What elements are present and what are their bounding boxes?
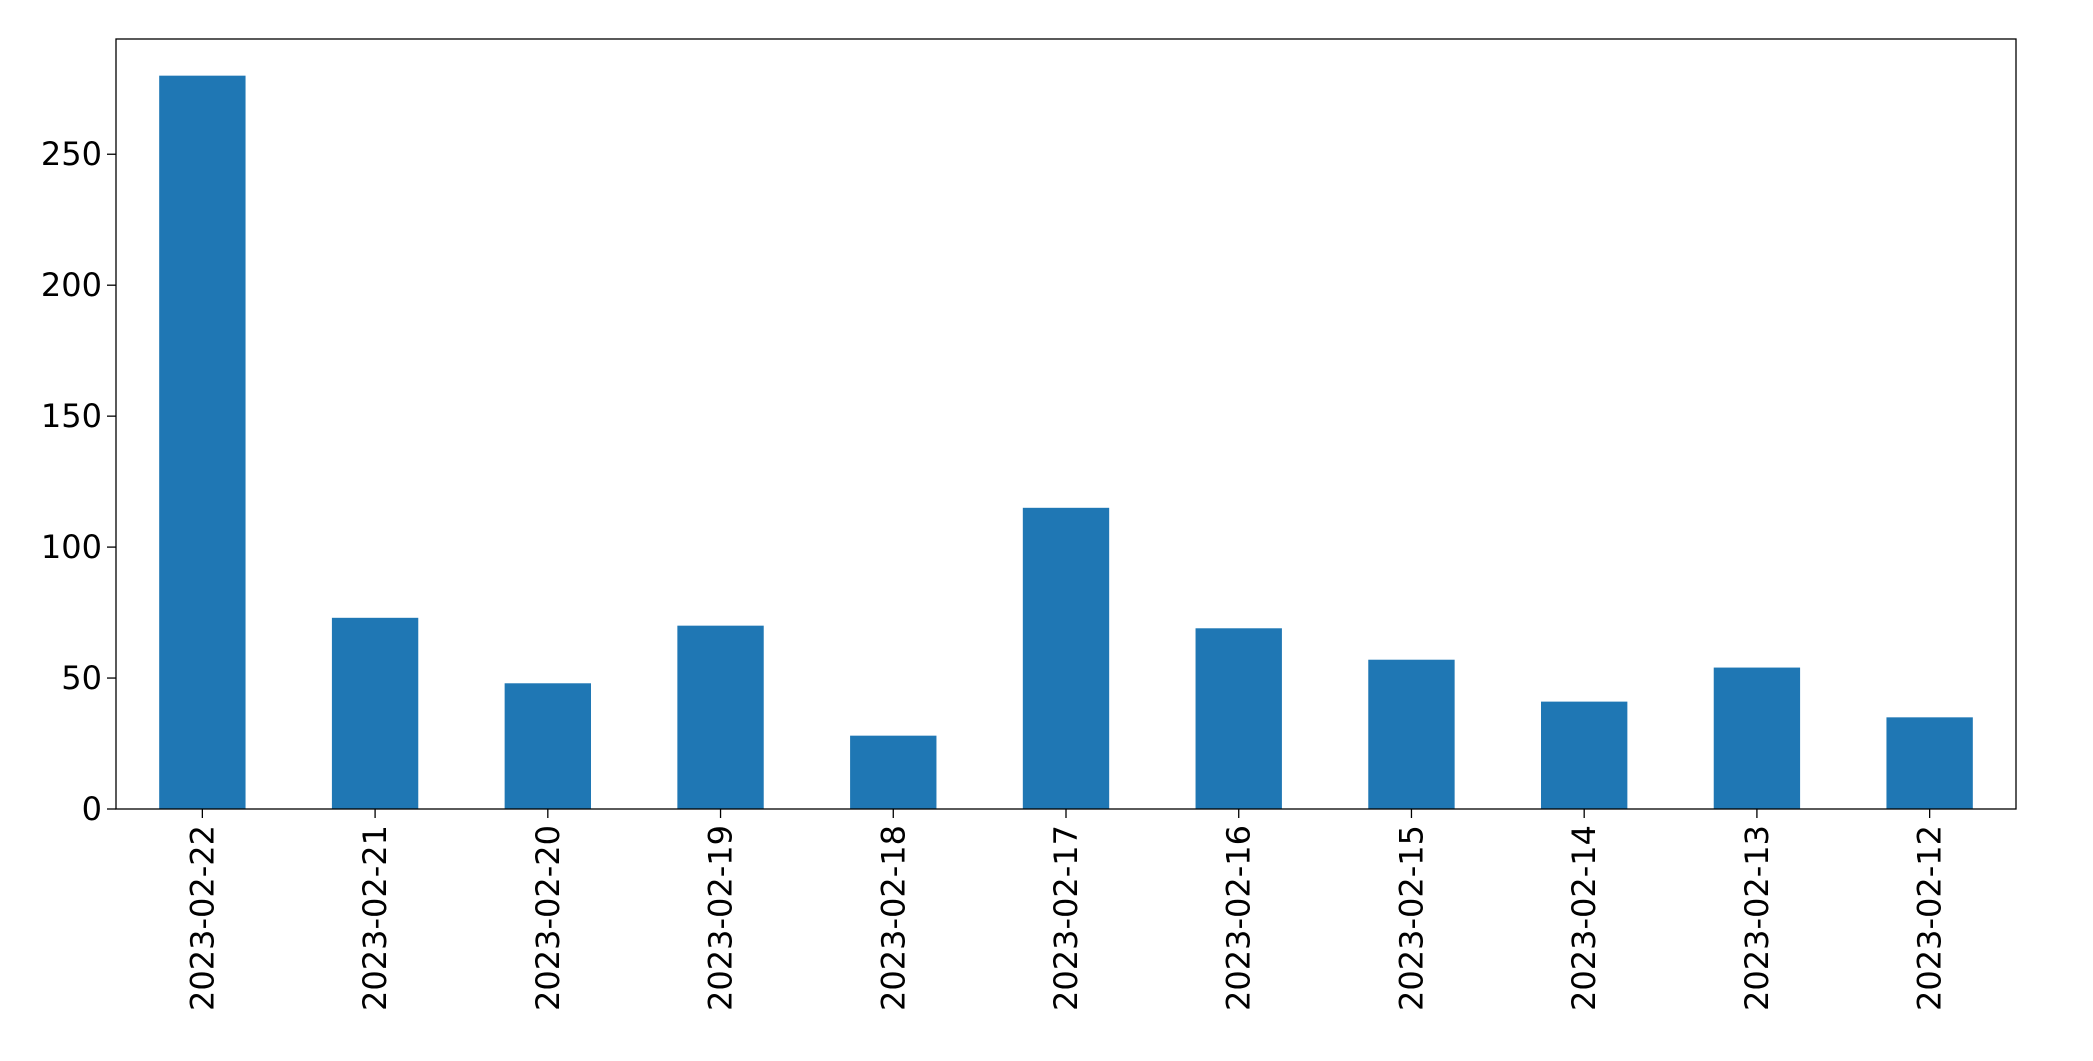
x-tick-label: 2023-02-15 [1392, 825, 1430, 1011]
plot-frame [115, 38, 2017, 810]
bar [1022, 507, 1110, 809]
y-tick-label: 0 [82, 790, 102, 828]
bar [850, 735, 937, 809]
x-tick-label: 2023-02-12 [1911, 825, 1949, 1011]
y-tick-label: 100 [41, 528, 102, 566]
x-tick-label: 2023-02-21 [356, 825, 394, 1011]
x-tick-label: 2023-02-16 [1220, 825, 1258, 1011]
bar [1368, 659, 1455, 809]
x-tick-label: 2023-02-20 [529, 825, 567, 1011]
y-tick-label: 150 [41, 397, 102, 435]
bar [1195, 628, 1282, 809]
x-tick-label: 2023-02-14 [1565, 825, 1603, 1011]
bar [677, 625, 764, 809]
bar [159, 75, 246, 809]
bar [331, 617, 419, 809]
x-tick-label: 2023-02-17 [1047, 825, 1085, 1011]
x-tick-label: 2023-02-13 [1738, 825, 1776, 1011]
x-tick-label: 2023-02-18 [874, 825, 912, 1011]
y-tick-label: 50 [61, 659, 102, 697]
y-tick-label: 200 [41, 266, 102, 304]
bar [1713, 667, 1801, 809]
x-tick-label: 2023-02-19 [702, 825, 740, 1011]
y-tick-label: 250 [41, 135, 102, 173]
bar [504, 683, 591, 809]
x-tick-label: 2023-02-22 [183, 825, 221, 1011]
bar [1541, 701, 1628, 809]
bar [1886, 717, 1973, 809]
